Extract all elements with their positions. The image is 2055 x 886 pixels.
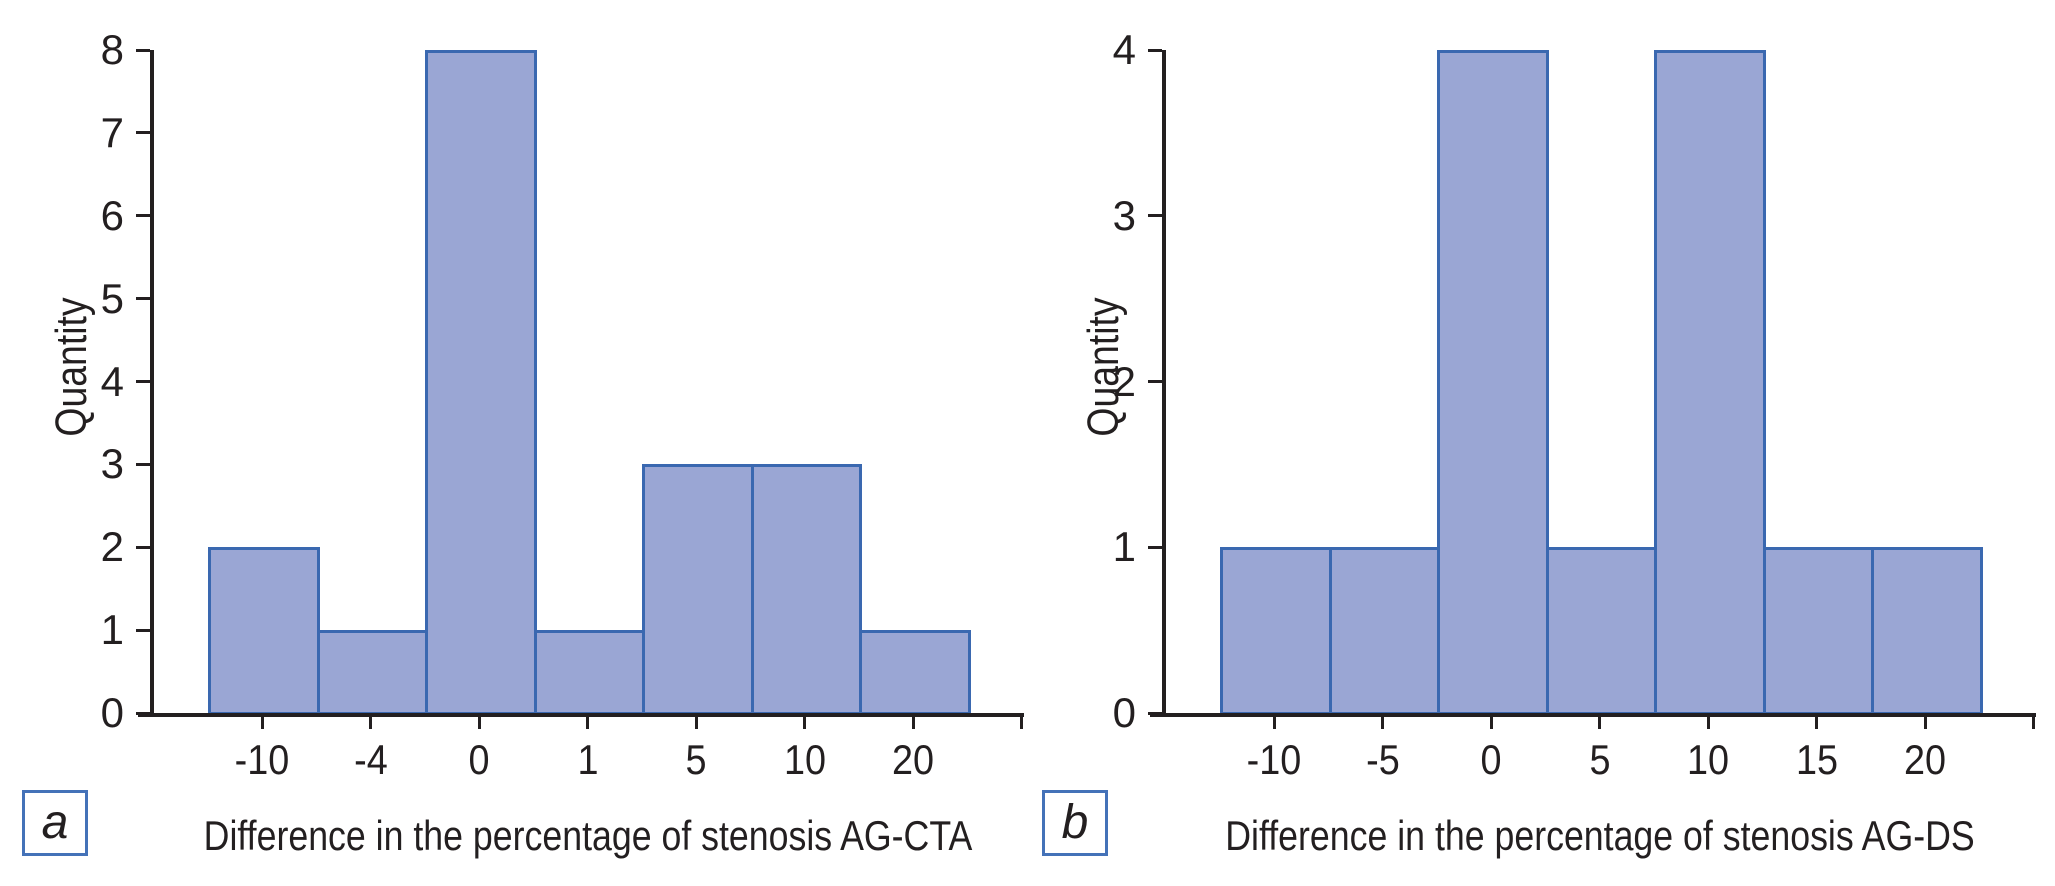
x-axis-tick bbox=[586, 716, 590, 729]
bar bbox=[425, 50, 537, 715]
x-axis-tick bbox=[1381, 716, 1385, 729]
y-tick-label: 4 bbox=[1112, 26, 1136, 73]
bar bbox=[208, 547, 320, 715]
y-axis-tick bbox=[136, 131, 150, 135]
bar bbox=[1762, 547, 1874, 715]
y-tick-label: 7 bbox=[100, 108, 124, 156]
y-axis-tick bbox=[136, 48, 150, 52]
bar bbox=[1220, 547, 1332, 715]
x-axis-title: Difference in the percentage of stenosis… bbox=[1225, 812, 1975, 859]
x-tick-label: -4 bbox=[353, 736, 388, 783]
y-axis-tick bbox=[136, 214, 150, 218]
y-tick-label: 2 bbox=[1112, 357, 1136, 405]
y-tick-label: 2 bbox=[100, 523, 124, 571]
x-axis-title: Difference in the percentage of stenosis… bbox=[203, 812, 973, 859]
bar bbox=[316, 630, 428, 715]
x-tick-label: 1 bbox=[577, 736, 599, 783]
y-axis-tick bbox=[1148, 545, 1162, 549]
y-tick-label: 1 bbox=[1112, 523, 1136, 571]
y-axis-tick bbox=[136, 462, 150, 466]
x-tick-label: -10 bbox=[234, 736, 290, 783]
chart-panel-a: Quantity Difference in the percentage of… bbox=[22, 26, 1024, 859]
x-axis-tick bbox=[369, 716, 373, 729]
bar bbox=[1328, 547, 1440, 715]
bar bbox=[1654, 50, 1766, 715]
y-axis-tick bbox=[136, 380, 150, 383]
bar bbox=[642, 464, 754, 715]
x-axis-tick bbox=[1272, 716, 1276, 729]
panel-label-box: b bbox=[1042, 790, 1108, 856]
y-tick-label: 4 bbox=[100, 357, 124, 405]
bar bbox=[1871, 547, 1983, 715]
y-tick-label: 8 bbox=[100, 26, 124, 73]
x-axis-tick bbox=[694, 716, 698, 729]
x-axis-tick bbox=[477, 716, 481, 729]
y-axis-tick bbox=[136, 545, 150, 549]
x-tick-label: -10 bbox=[1246, 736, 1302, 783]
y-tick-label: 3 bbox=[1112, 191, 1136, 239]
x-axis-tick bbox=[803, 716, 807, 729]
x-axis-tick bbox=[1923, 716, 1927, 729]
y-tick-label: 5 bbox=[100, 274, 124, 322]
y-tick-label: 0 bbox=[100, 689, 124, 736]
y-tick-label: 0 bbox=[1112, 689, 1136, 736]
y-axis-tick bbox=[136, 297, 150, 301]
x-tick-label: 10 bbox=[1687, 736, 1730, 783]
x-axis-tick bbox=[260, 716, 264, 729]
x-axis-tick bbox=[1020, 716, 1024, 729]
y-tick-label: 3 bbox=[100, 440, 124, 488]
y-axis-tick bbox=[136, 628, 150, 632]
y-axis-tick bbox=[1148, 48, 1162, 52]
x-axis-tick bbox=[911, 716, 915, 729]
chart-panel-b: Quantity Difference in the percentage of… bbox=[1028, 0, 2055, 886]
x-tick-label: 10 bbox=[783, 736, 826, 783]
panel-label: b bbox=[1061, 796, 1089, 849]
x-tick-label: 0 bbox=[468, 736, 490, 783]
x-tick-label: 5 bbox=[1589, 736, 1611, 783]
y-axis-line bbox=[150, 50, 154, 717]
x-tick-label: 20 bbox=[1904, 736, 1947, 783]
x-tick-label: 0 bbox=[1480, 736, 1502, 783]
x-axis-tick bbox=[1598, 716, 1602, 729]
x-axis-line bbox=[1150, 713, 2036, 717]
bar bbox=[859, 630, 971, 715]
x-axis-tick bbox=[1815, 716, 1819, 729]
y-tick-label: 6 bbox=[100, 191, 124, 239]
y-axis-tick bbox=[1148, 380, 1162, 383]
y-axis-line bbox=[1162, 50, 1166, 717]
panel-label: a bbox=[41, 796, 69, 849]
x-axis-tick bbox=[1489, 716, 1493, 729]
x-axis-tick bbox=[1706, 716, 1710, 729]
bar bbox=[1437, 50, 1549, 715]
x-tick-label: 15 bbox=[1795, 736, 1838, 783]
y-tick-label: 1 bbox=[100, 606, 124, 654]
x-axis-line bbox=[138, 713, 1024, 717]
x-axis-tick bbox=[2032, 716, 2036, 729]
x-tick-label: 20 bbox=[892, 736, 935, 783]
bar bbox=[1545, 547, 1657, 715]
bar bbox=[750, 464, 862, 715]
panel-label-box: a bbox=[22, 790, 88, 856]
y-axis-tick bbox=[1148, 214, 1162, 218]
x-tick-label: 5 bbox=[685, 736, 707, 783]
x-tick-label: -5 bbox=[1365, 736, 1400, 783]
bar bbox=[533, 630, 645, 715]
